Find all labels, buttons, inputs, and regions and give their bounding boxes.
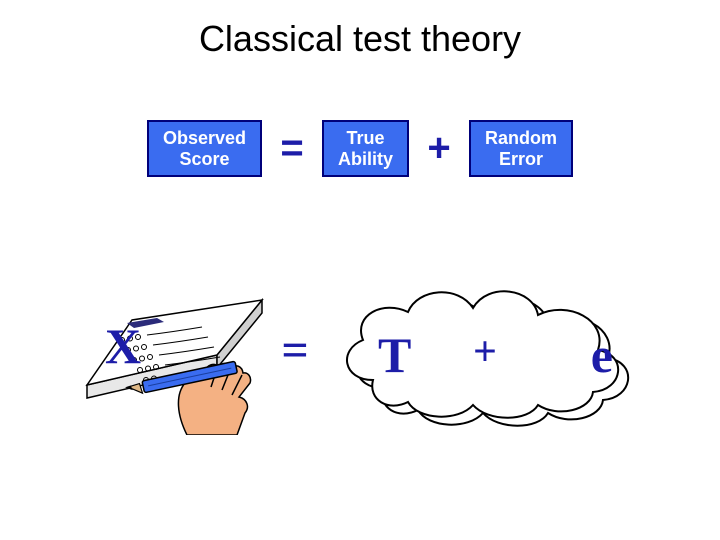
plus-symbol-inner: +	[473, 328, 497, 376]
random-line1: Random	[485, 128, 557, 149]
equation-labels-row: Observed Score = True Ability + Random E…	[0, 120, 720, 177]
plus-operator: +	[409, 126, 469, 171]
equals-operator: =	[262, 126, 322, 171]
true-line1: True	[338, 128, 393, 149]
equation-pictorial-row: X = T + e	[0, 260, 720, 440]
observed-line2: Score	[163, 149, 246, 170]
t-symbol: T	[378, 326, 411, 384]
page-title: Classical test theory	[0, 0, 720, 60]
true-line2: Ability	[338, 149, 393, 170]
observed-line1: Observed	[163, 128, 246, 149]
true-ability-box: True Ability	[322, 120, 409, 177]
x-symbol: X	[105, 317, 141, 375]
random-line2: Error	[485, 149, 557, 170]
random-error-box: Random Error	[469, 120, 573, 177]
e-symbol: e	[591, 326, 613, 384]
hand-writing-icon	[67, 265, 267, 435]
cloud-graphic: T + e	[323, 270, 653, 430]
observed-score-box: Observed Score	[147, 120, 262, 177]
test-sheet-graphic: X	[67, 265, 267, 435]
equals-symbol: =	[267, 323, 323, 378]
